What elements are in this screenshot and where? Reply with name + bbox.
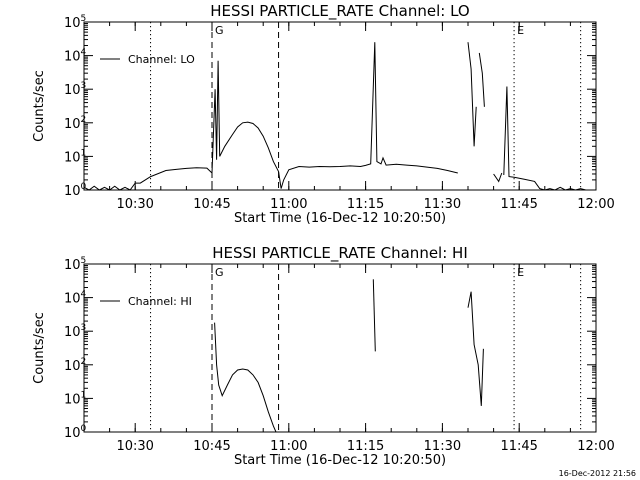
y-tick-label: 104 <box>64 290 87 307</box>
y-tick-label: 103 <box>64 323 86 340</box>
chart-title: HESSI PARTICLE_RATE Channel: HI <box>212 244 468 263</box>
y-tick-label: 101 <box>64 148 86 165</box>
x-tick-label: 11:45 <box>500 439 537 454</box>
y-tick-label: 100 <box>64 424 87 441</box>
x-tick-label: 12:00 <box>577 197 614 212</box>
y-tick-label: 102 <box>64 357 86 374</box>
series-line <box>467 42 477 147</box>
x-tick-label: 10:45 <box>193 197 230 212</box>
y-tick-label: 104 <box>64 48 87 65</box>
y-tick-label: 101 <box>64 390 86 407</box>
y-tick-label: 100 <box>64 182 87 199</box>
x-tick-label: 11:00 <box>270 197 307 212</box>
y-axis-label: Counts/sec <box>32 70 47 142</box>
marker-label: E <box>517 266 524 279</box>
series-line <box>467 291 484 406</box>
timestamp: 16-Dec-2012 21:56 <box>559 469 636 478</box>
marker-label: G <box>215 266 224 279</box>
x-tick-label: 11:30 <box>424 197 461 212</box>
marker-label: G <box>215 24 224 37</box>
plot-frame <box>83 263 597 433</box>
series-line <box>214 322 277 433</box>
series-line <box>372 279 376 352</box>
chart-title: HESSI PARTICLE_RATE Channel: LO <box>210 2 469 21</box>
x-axis-label: Start Time (16-Dec-12 10:20:50) <box>234 211 446 226</box>
x-axis-label: Start Time (16-Dec-12 10:20:50) <box>234 453 446 468</box>
marker-label: E <box>517 24 524 37</box>
x-tick-label: 10:30 <box>116 439 153 454</box>
x-tick-label: 11:15 <box>347 197 384 212</box>
series-line <box>478 52 485 107</box>
y-tick-label: 105 <box>64 14 86 31</box>
series-line <box>83 42 458 191</box>
x-tick-label: 12:00 <box>577 439 614 454</box>
plot-frame <box>83 21 597 191</box>
x-tick-label: 11:00 <box>270 439 307 454</box>
x-tick-label: 11:30 <box>424 439 461 454</box>
legend-label: Channel: HI <box>128 295 192 308</box>
y-tick-label: 102 <box>64 115 86 132</box>
y-tick-label: 105 <box>64 256 86 273</box>
x-tick-label: 10:30 <box>116 197 153 212</box>
series-line <box>503 86 586 191</box>
x-tick-label: 11:45 <box>500 197 537 212</box>
x-tick-label: 10:45 <box>193 439 230 454</box>
y-tick-label: 103 <box>64 81 86 98</box>
x-tick-label: 11:15 <box>347 439 384 454</box>
series-line <box>493 172 503 183</box>
legend-label: Channel: LO <box>128 53 195 66</box>
y-axis-label: Counts/sec <box>32 312 47 384</box>
